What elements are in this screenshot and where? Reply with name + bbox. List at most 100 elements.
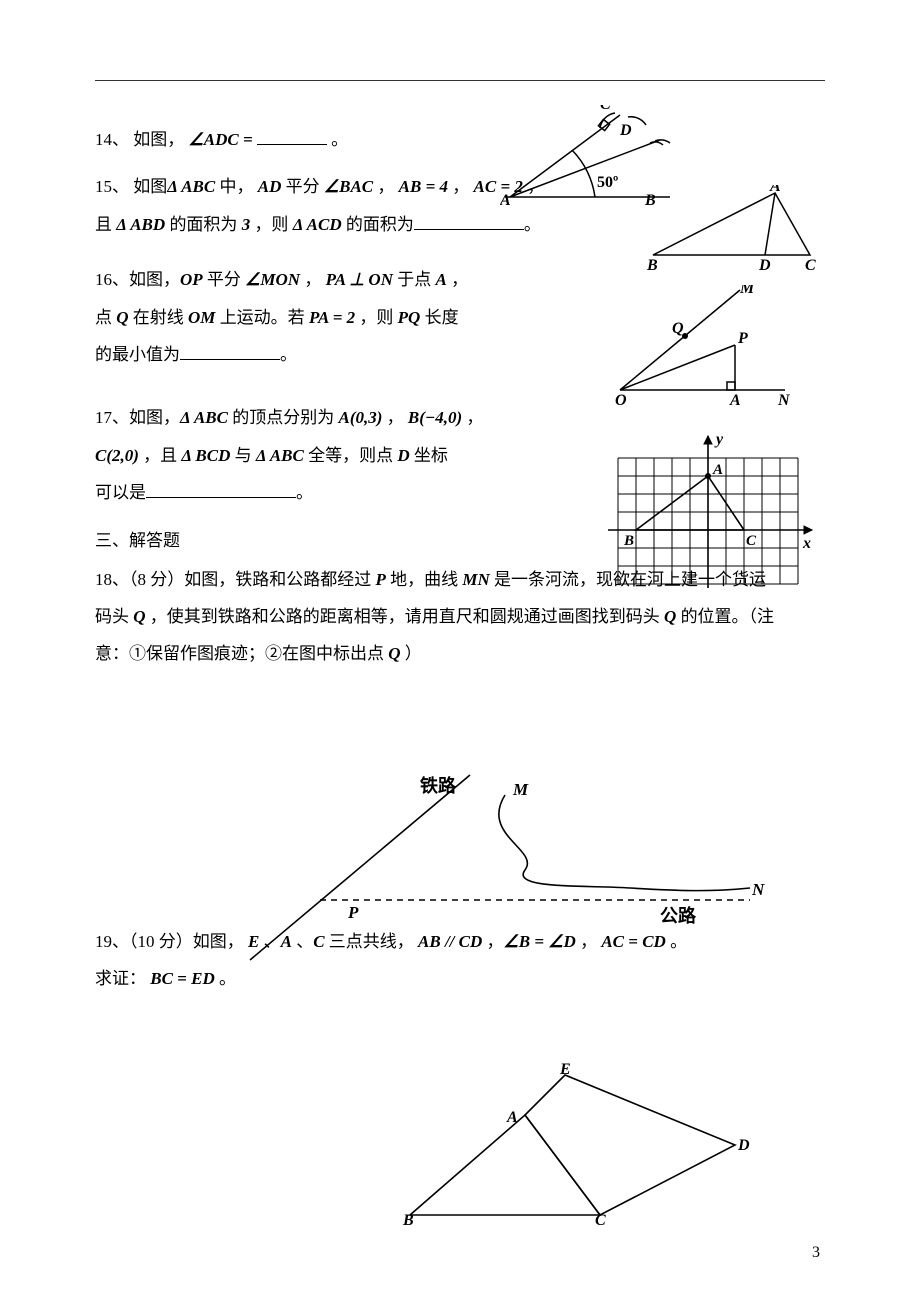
q15-l2f: Δ ACD	[293, 215, 342, 234]
q17-l2f: 全等，则点	[304, 446, 398, 465]
q16-l1h: A	[435, 270, 446, 289]
q18-label-M: M	[512, 780, 529, 799]
q17-l1b: Δ ABC	[180, 408, 228, 427]
q17-l3a: 可以是	[95, 483, 146, 502]
q16-l1b: OP	[180, 270, 203, 289]
q15-l2d: 3	[242, 215, 251, 234]
q14-prefix: 14、 如图，	[95, 130, 184, 149]
q17-label-B: B	[623, 533, 634, 549]
q16-l2d: OM	[188, 308, 215, 327]
q17-axis-x: x	[802, 535, 811, 552]
q15-l1c: 中，	[215, 177, 258, 196]
q19-label-B: B	[402, 1212, 414, 1225]
q15-l2c: 的面积为	[165, 215, 242, 234]
q14-angle-label: 50º	[597, 174, 618, 191]
q17-l1g: ，	[462, 408, 483, 427]
q17-l2b: ，且	[139, 446, 182, 465]
q19-label-A: A	[506, 1109, 518, 1126]
q18-label-N: N	[751, 880, 765, 899]
q16-l1e: ，	[300, 270, 326, 289]
q18-i: Q	[664, 607, 676, 626]
q17-label-C: C	[746, 533, 757, 549]
q17-l2e: Δ ABC	[256, 446, 304, 465]
q18-g: Q	[133, 607, 145, 626]
q16-l2h: PQ	[398, 308, 421, 327]
q19-l2b: BC = ED	[150, 969, 214, 988]
q16-label-P: P	[737, 330, 748, 347]
q16-l1g: 于点	[393, 270, 436, 289]
q16-label-Q: Q	[672, 320, 684, 337]
q15-suffix: 。	[524, 215, 541, 234]
q16-l1d: ∠MON	[245, 270, 300, 289]
q17-l2a: C(2,0)	[95, 446, 139, 465]
q15-label-C: C	[805, 257, 816, 270]
q18-k: 意：①保留作图痕迹；②在图中标出点	[95, 644, 388, 663]
q19-l1a: 19、（10 分）如图，	[95, 932, 248, 951]
q15-l1h: AB = 4	[399, 177, 448, 196]
q16-l2e: 上运动。若	[215, 308, 309, 327]
q17-l2g: D	[397, 446, 409, 465]
q18-d: MN	[462, 570, 489, 589]
q17-l1e: ，	[382, 408, 408, 427]
q15-l1i: ，	[448, 177, 474, 196]
q15-l2a: 且	[95, 215, 116, 234]
q15-l1a: 15、 如图	[95, 177, 167, 196]
q16-figure: O M N P Q A	[610, 285, 795, 405]
q16-l1f: PA ⊥ ON	[326, 270, 393, 289]
q14-label-A: A	[500, 192, 511, 205]
q16-l2g: ，则	[355, 308, 398, 327]
q18-f: 码头	[95, 607, 133, 626]
q18-b: P	[376, 570, 386, 589]
q18-m: ）	[401, 644, 422, 663]
q17-suffix: 。	[296, 483, 313, 502]
q17-axis-y: y	[714, 431, 724, 448]
q16-l2a: 点	[95, 308, 116, 327]
q16-label-A: A	[729, 392, 741, 405]
q18-label-rail: 铁路	[420, 775, 457, 796]
q17-l2d: 与	[230, 446, 256, 465]
q14-label-C: C	[600, 105, 611, 113]
q16-l2b: Q	[116, 308, 128, 327]
q15-l2g: 的面积为	[342, 215, 414, 234]
q17-grid	[608, 436, 812, 588]
q16-label-N: N	[777, 392, 791, 405]
q16-l2i: 长度	[420, 308, 458, 327]
q18-label-P: P	[347, 903, 359, 922]
q16-l1i: ，	[447, 270, 468, 289]
q14: 14、 如图， ∠ADC = 。	[95, 121, 825, 158]
q15-l1e: 平分	[281, 177, 324, 196]
q19-figure: E A B C D	[395, 1060, 755, 1225]
q14-label-D: D	[619, 122, 632, 139]
q16-label-O: O	[615, 392, 627, 405]
q15-l1b: Δ ABC	[167, 177, 215, 196]
q18-c: 地，曲线	[386, 570, 463, 589]
q18-j: 的位置。（注	[676, 607, 774, 626]
q19-label-E: E	[559, 1061, 571, 1078]
page-number: 3	[812, 1244, 820, 1262]
q16-suffix: 。	[280, 345, 297, 364]
q15-l1g: ，	[373, 177, 399, 196]
page-root: 14、 如图， ∠ADC = 。 15、 如图Δ ABC 中， AD 平分 ∠B…	[0, 0, 920, 1302]
q19-l2c: 。	[215, 969, 236, 988]
q16-l1c: 平分	[203, 270, 246, 289]
q15-l1f: ∠BAC	[324, 177, 373, 196]
q15-l1d: AD	[258, 177, 282, 196]
q16-l2c: 在射线	[129, 308, 189, 327]
q19-label-D: D	[737, 1137, 750, 1154]
q16-l1a: 16、如图，	[95, 270, 180, 289]
q17-l1f: B(−4,0)	[408, 408, 462, 427]
q18-a: 18、（8 分）如图，铁路和公路都经过	[95, 570, 376, 589]
q14-blank	[257, 127, 327, 145]
q14-expr: ∠ADC =	[189, 130, 257, 149]
q18-figure: 铁路 公路 P M N	[230, 770, 770, 970]
q17-l2h: 坐标	[410, 446, 448, 465]
q15-l2b: Δ ABD	[116, 215, 165, 234]
q17-figure: A B C x y	[600, 430, 815, 590]
q15-figure: A B D C	[645, 185, 820, 270]
q16-label-M: M	[739, 285, 755, 297]
q15-label-B: B	[646, 257, 658, 270]
q18-label-road: 公路	[660, 905, 697, 926]
q14-suffix: 。	[331, 130, 348, 149]
q17-l2c: Δ BCD	[181, 446, 230, 465]
q17-l1a: 17、如图，	[95, 408, 180, 427]
